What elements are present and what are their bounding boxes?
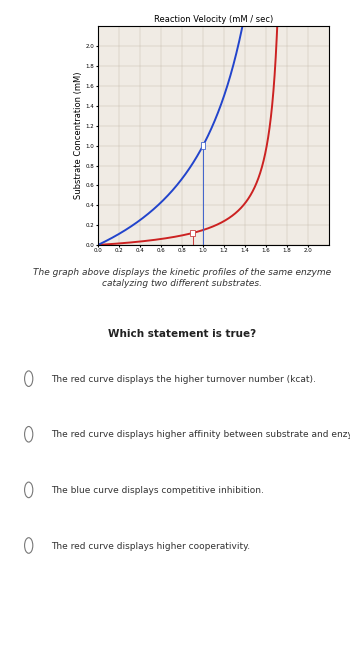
Bar — [190, 230, 195, 236]
Text: The red curve displays higher affinity between substrate and enzyme.: The red curve displays higher affinity b… — [51, 430, 350, 440]
Text: The red curve displays higher cooperativity.: The red curve displays higher cooperativ… — [51, 542, 250, 551]
Y-axis label: Substrate Concentration (mM): Substrate Concentration (mM) — [74, 72, 83, 199]
Text: The graph above displays the kinetic profiles of the same enzyme catalyzing two : The graph above displays the kinetic pro… — [33, 268, 331, 287]
Title: Reaction Velocity (mM / sec): Reaction Velocity (mM / sec) — [154, 15, 273, 24]
Text: The blue curve displays competitive inhibition.: The blue curve displays competitive inhi… — [51, 486, 264, 495]
Bar — [201, 142, 205, 149]
Text: Which statement is true?: Which statement is true? — [108, 329, 256, 339]
Text: The red curve displays the higher turnover number (kcat).: The red curve displays the higher turnov… — [51, 375, 316, 384]
